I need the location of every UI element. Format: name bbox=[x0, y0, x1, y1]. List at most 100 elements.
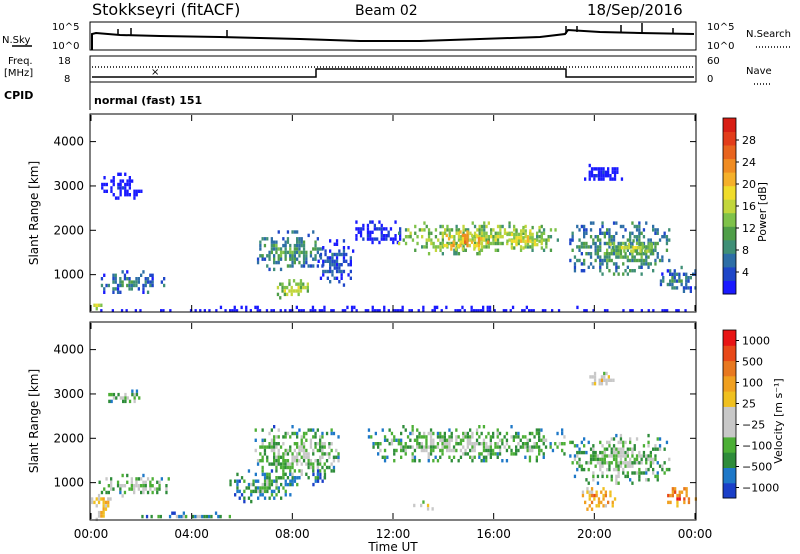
ytick-label: 4000 bbox=[53, 343, 84, 357]
echo-cell bbox=[583, 450, 586, 455]
freq-label: Freq. bbox=[8, 56, 33, 67]
echo-cell bbox=[130, 484, 133, 488]
echo-cell bbox=[416, 241, 419, 246]
echo-cell bbox=[656, 447, 659, 451]
echo-cell bbox=[165, 484, 168, 488]
echo-cell bbox=[554, 442, 557, 446]
colorbar-swatch bbox=[723, 158, 736, 173]
echo-cell bbox=[524, 232, 527, 237]
echo-cell bbox=[277, 442, 280, 446]
echo-cell bbox=[676, 497, 679, 501]
echo-cell bbox=[331, 252, 334, 257]
echo-cell bbox=[593, 493, 596, 498]
echo-cell bbox=[450, 459, 453, 463]
echo-cell bbox=[273, 489, 276, 494]
echo-cell bbox=[464, 435, 467, 439]
echo-cell bbox=[135, 392, 139, 397]
echo-cell bbox=[299, 285, 303, 290]
echo-cell bbox=[569, 440, 572, 445]
echo-cell bbox=[573, 262, 577, 266]
echo-region bbox=[581, 487, 617, 511]
echo-cell bbox=[240, 493, 244, 497]
echo-cell bbox=[259, 243, 262, 248]
colorbar-swatch bbox=[723, 212, 736, 227]
echo-cell bbox=[600, 500, 603, 505]
echo-cell bbox=[654, 245, 657, 249]
echo-cell bbox=[545, 238, 548, 242]
echo-cell bbox=[282, 250, 285, 255]
echo-cell bbox=[110, 484, 113, 488]
echo-cell bbox=[626, 258, 629, 263]
echo-cell bbox=[331, 256, 334, 260]
echo-cell bbox=[128, 283, 131, 288]
echo-cell bbox=[501, 235, 504, 239]
echo-cell bbox=[615, 478, 618, 482]
echo-cell bbox=[121, 484, 124, 488]
echo-cell bbox=[531, 245, 534, 249]
echo-cell bbox=[639, 246, 642, 250]
echo-cell bbox=[640, 258, 643, 263]
echo-cell bbox=[602, 493, 605, 498]
echo-cell bbox=[573, 457, 577, 462]
echo-cell bbox=[302, 243, 306, 248]
echo-cell bbox=[286, 230, 290, 234]
echo-cell bbox=[685, 493, 688, 498]
echo-cell bbox=[137, 189, 141, 193]
echo-cell bbox=[306, 282, 309, 286]
echo-cell bbox=[91, 497, 94, 501]
echo-cell bbox=[151, 484, 154, 488]
echo-cell bbox=[293, 254, 296, 258]
echo-cell bbox=[319, 247, 322, 251]
echo-cell bbox=[282, 442, 285, 446]
echo-cell bbox=[471, 442, 474, 446]
echo-cell bbox=[342, 283, 346, 287]
echo-cell bbox=[101, 182, 104, 187]
echo-cell bbox=[619, 464, 623, 468]
echo-cell bbox=[455, 448, 458, 453]
echo-cell bbox=[496, 455, 499, 459]
echo-cell bbox=[171, 511, 174, 515]
echo-cell bbox=[298, 452, 301, 456]
echo-cell bbox=[602, 497, 605, 501]
echo-cell bbox=[665, 467, 669, 472]
echo-cell bbox=[531, 448, 534, 453]
echo-cell bbox=[411, 459, 414, 463]
echo-cell bbox=[112, 290, 115, 294]
echo-cell bbox=[445, 243, 448, 248]
echo-cell bbox=[284, 479, 287, 483]
echo-cell bbox=[305, 462, 308, 466]
echo-cell bbox=[126, 396, 129, 400]
echo-cell bbox=[311, 309, 315, 313]
nave-tick-high: 60 bbox=[707, 56, 720, 67]
echo-cell bbox=[302, 431, 306, 436]
echo-cell bbox=[282, 452, 285, 456]
echo-cell bbox=[448, 445, 451, 449]
echo-cell bbox=[273, 240, 276, 244]
echo-cell bbox=[373, 309, 377, 313]
echo-cell bbox=[505, 431, 509, 436]
echo-cell bbox=[669, 282, 672, 287]
echo-cell bbox=[182, 514, 185, 519]
echo-cell bbox=[658, 464, 662, 468]
echo-cell bbox=[603, 461, 606, 465]
echo-cell bbox=[302, 309, 305, 313]
echo-cell bbox=[429, 438, 433, 442]
echo-cell bbox=[124, 396, 127, 400]
echo-cell bbox=[631, 454, 634, 458]
echo-cell bbox=[121, 179, 125, 183]
echo-cell bbox=[409, 431, 412, 436]
echo-cell bbox=[649, 461, 652, 465]
echo-cell bbox=[298, 445, 301, 449]
echo-cell bbox=[580, 262, 583, 266]
echo-cell bbox=[599, 228, 602, 232]
echo-cell bbox=[583, 224, 586, 229]
echo-cell bbox=[615, 467, 618, 472]
echo-cell bbox=[112, 487, 115, 491]
echo-cell bbox=[538, 225, 541, 230]
echo-cell bbox=[126, 277, 129, 281]
echo-cell bbox=[480, 241, 484, 246]
echo-cell bbox=[135, 283, 138, 288]
echo-cell bbox=[590, 507, 594, 511]
echo-cell bbox=[261, 455, 264, 459]
